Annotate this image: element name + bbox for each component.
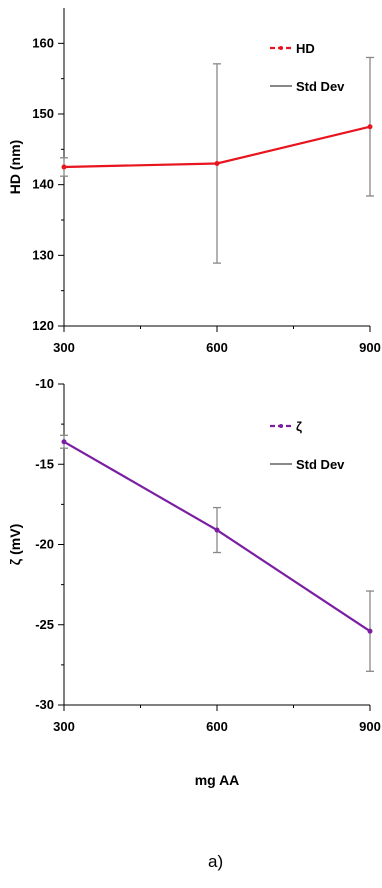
chart1-y-axis-label: HD (nm) — [7, 140, 23, 194]
chart2-legend-stddev-label: Std Dev — [296, 457, 345, 472]
chart2-y-tick-label: -15 — [35, 456, 54, 471]
chart1-legend-stddev-label: Std Dev — [296, 79, 345, 94]
chart2-data-point — [61, 439, 67, 445]
chart1-data-point — [61, 164, 67, 170]
chart2-y-tick-label: -20 — [35, 537, 54, 552]
chart2-y-axis-label: ζ (mV) — [7, 524, 23, 565]
chart1-y-tick-label: 140 — [32, 177, 54, 192]
chart1-y-tick-label: 150 — [32, 106, 54, 121]
chart2-x-tick-label: 600 — [206, 719, 228, 734]
chart1-legend-series-marker — [279, 46, 283, 50]
chart1-y-tick-label: 120 — [32, 318, 54, 333]
chart2-legend-series-label: ζ — [296, 419, 302, 434]
chart1-legend-series-label: HD — [296, 41, 315, 56]
chart1-y-tick-label: 160 — [32, 35, 54, 50]
chart1-x-tick-label: 300 — [53, 340, 75, 355]
panel-label: a) — [208, 852, 224, 871]
chart2-data-point — [367, 628, 373, 634]
chart2-x-tick-label: 900 — [359, 719, 381, 734]
chart1-data-point — [214, 160, 220, 166]
chart1-y-tick-label: 130 — [32, 247, 54, 262]
chart2-x-axis-label: mg AA — [195, 772, 240, 788]
chart2-x-tick-label: 300 — [53, 719, 75, 734]
chart1-x-tick-label: 900 — [359, 340, 381, 355]
chart2-y-tick-label: -25 — [35, 617, 54, 632]
chart1-data-point — [367, 124, 373, 130]
chart2-y-tick-label: -30 — [35, 697, 54, 712]
chart2-data-point — [214, 527, 220, 533]
chart2-y-tick-label: -10 — [35, 376, 54, 391]
chart1-x-tick-label: 600 — [206, 340, 228, 355]
chart2-legend-series-marker — [279, 424, 283, 428]
